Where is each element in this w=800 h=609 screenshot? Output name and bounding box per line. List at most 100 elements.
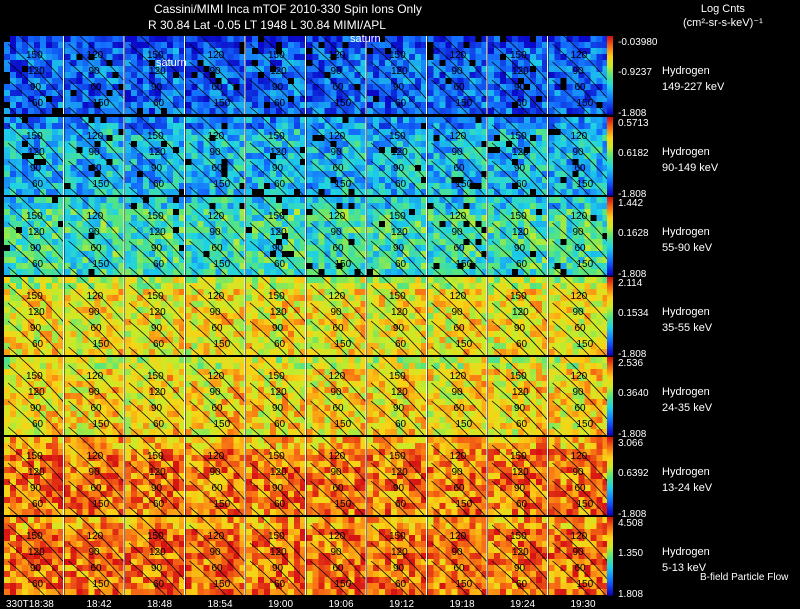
heatmap-cell <box>548 171 555 177</box>
heatmap-cell <box>46 269 52 275</box>
heatmap-cell <box>475 129 482 135</box>
heatmap-cell <box>506 171 512 177</box>
heatmap-cell <box>373 72 379 78</box>
heatmap-cell <box>28 159 34 165</box>
heatmap-cell <box>548 102 555 108</box>
heatmap-cell <box>155 171 161 177</box>
heatmap-cell <box>391 54 397 60</box>
heatmap-cell <box>197 283 204 289</box>
heatmap-cell <box>185 84 192 90</box>
heatmap-cell <box>64 227 71 233</box>
heatmap-cell <box>149 42 155 48</box>
heatmap-cell <box>10 221 16 227</box>
heatmap-cell <box>324 129 331 135</box>
heatmap-cell <box>58 141 64 147</box>
heatmap-cell <box>566 177 573 183</box>
heatmap-cell <box>542 165 548 171</box>
heatmap-cell <box>385 36 391 42</box>
heatmap-cell <box>203 102 210 108</box>
heatmap-cell <box>488 90 494 96</box>
heatmap-cell <box>88 183 95 189</box>
heatmap-cell <box>415 84 421 90</box>
heatmap-cell <box>457 102 464 108</box>
heatmap-cell <box>239 177 246 183</box>
heatmap-cell <box>137 60 143 66</box>
color-bar-segment <box>607 92 613 95</box>
heatmap-cell <box>391 165 397 171</box>
heatmap-cell <box>488 78 494 84</box>
heatmap-cell <box>22 171 28 177</box>
heatmap-cell <box>451 135 458 141</box>
heatmap-cell <box>548 233 555 239</box>
contour-label: 150 <box>147 131 164 142</box>
heatmap-cell <box>578 42 585 48</box>
heatmap-cell <box>427 147 434 153</box>
heatmap-cell <box>221 90 228 96</box>
heatmap-cell <box>506 66 512 72</box>
heatmap-cell <box>252 177 258 183</box>
heatmap-cell <box>112 203 119 209</box>
heatmap-cell <box>336 96 343 102</box>
heatmap-cell <box>566 263 573 269</box>
heatmap-cell <box>82 66 89 72</box>
heatmap-cell <box>173 42 179 48</box>
contour-label: 90 <box>89 227 101 238</box>
heatmap-cell <box>294 233 300 239</box>
heatmap-cell <box>421 60 427 66</box>
heatmap-cell <box>373 147 379 153</box>
heatmap-cell <box>82 60 89 66</box>
heatmap-cell <box>560 135 567 141</box>
channel-species: Hydrogen <box>662 146 710 158</box>
heatmap-cell <box>10 233 16 239</box>
heatmap-cell <box>179 159 185 165</box>
heatmap-cell <box>252 343 258 349</box>
heatmap-cell <box>16 283 22 289</box>
heatmap-cell <box>566 171 573 177</box>
heatmap-cell <box>294 54 300 60</box>
heatmap-cell <box>137 54 143 60</box>
heatmap-cell <box>22 183 28 189</box>
heatmap-cell <box>258 257 264 263</box>
heatmap-cell <box>125 165 131 171</box>
heatmap-cell <box>300 108 306 114</box>
heatmap-cell <box>524 54 530 60</box>
heatmap-cell <box>421 147 427 153</box>
heatmap-cell <box>52 102 58 108</box>
heatmap-cell <box>167 331 173 337</box>
heatmap-cell <box>500 129 506 135</box>
contour-label: 60 <box>212 163 224 174</box>
heatmap-cell <box>433 209 440 215</box>
contour-line <box>249 61 311 123</box>
heatmap-cell <box>209 165 216 171</box>
heatmap-cell <box>22 147 28 153</box>
heatmap-cell <box>542 54 548 60</box>
heatmap-cell <box>76 221 83 227</box>
color-bar-segment <box>607 39 613 43</box>
heatmap-cell <box>203 165 210 171</box>
heatmap-cell <box>578 102 585 108</box>
heatmap-cell <box>578 135 585 141</box>
heatmap-cell <box>252 203 258 209</box>
heatmap-cell <box>197 84 204 90</box>
heatmap-cell <box>475 189 482 195</box>
heatmap-cell <box>397 283 403 289</box>
contour-line <box>431 43 492 105</box>
heatmap-cell <box>179 153 185 159</box>
heatmap-cell <box>137 48 143 54</box>
heatmap-cell <box>512 147 518 153</box>
heatmap-cell <box>16 189 22 195</box>
heatmap-cell <box>415 135 421 141</box>
heatmap-cell <box>118 78 125 84</box>
heatmap-cell <box>590 233 597 239</box>
heatmap-cell <box>233 129 240 135</box>
contour-label: 90 <box>151 163 163 174</box>
heatmap-cell <box>596 48 603 54</box>
heatmap-cell <box>306 227 313 233</box>
heatmap-cell <box>125 171 131 177</box>
heatmap-cell <box>131 313 137 319</box>
heatmap-cell <box>112 257 119 263</box>
heatmap-cell <box>373 171 379 177</box>
heatmap-cell <box>143 36 149 42</box>
heatmap-cell <box>500 66 506 72</box>
